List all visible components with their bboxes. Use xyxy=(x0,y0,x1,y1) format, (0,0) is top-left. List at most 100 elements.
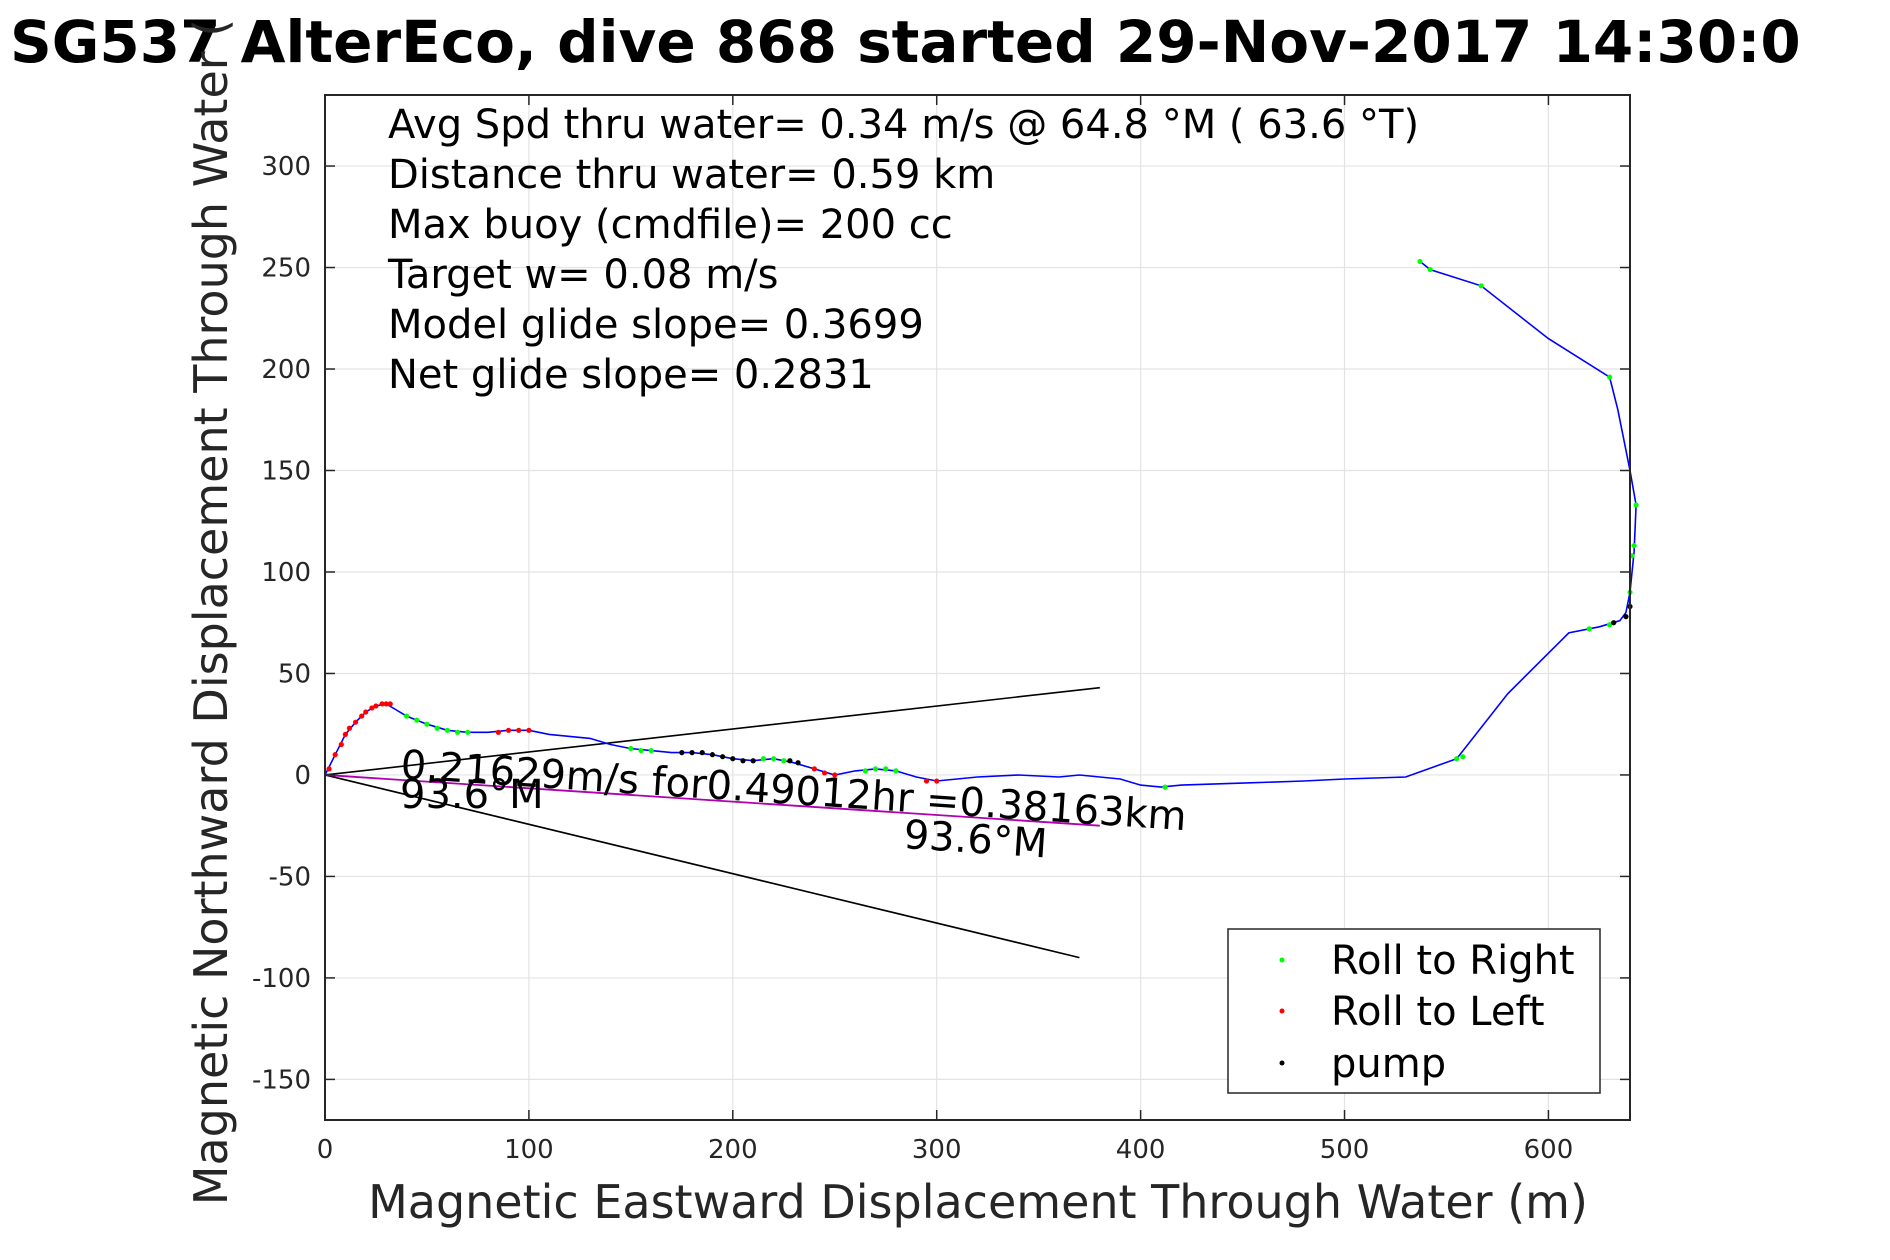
roll-left-point xyxy=(342,731,348,737)
y-tick-label: 100 xyxy=(261,558,311,588)
y-tick-label: 150 xyxy=(261,456,311,486)
roll-right-point xyxy=(403,713,410,719)
roll-left-point xyxy=(326,766,332,772)
roll-right-point xyxy=(638,747,644,754)
legend-box xyxy=(1227,928,1601,1094)
roll-right-point xyxy=(770,756,777,762)
y-tick-label: 250 xyxy=(261,254,311,284)
roll-left-point xyxy=(526,727,532,733)
pump-point xyxy=(699,750,705,756)
roll-left-point xyxy=(387,701,393,707)
x-tick-label: 400 xyxy=(1116,1135,1166,1165)
roll-right-point xyxy=(1427,266,1433,273)
roll-right-point xyxy=(1460,754,1466,760)
roll-right-point xyxy=(862,768,868,774)
y-tick-label: -50 xyxy=(269,862,311,892)
x-tick-label: 300 xyxy=(912,1135,962,1165)
y-tick-label: 0 xyxy=(294,761,311,791)
current-vector-line xyxy=(324,774,1100,827)
heading-label-near: 93.6°M xyxy=(400,772,544,818)
y-tick-label: 200 xyxy=(261,355,311,385)
pump-point xyxy=(740,758,746,764)
y-tick-label: -150 xyxy=(252,1065,311,1095)
x-tick-label: 0 xyxy=(317,1135,334,1165)
pump-point xyxy=(689,750,695,756)
legend-marker-roll-right xyxy=(1279,957,1285,963)
roll-right-point xyxy=(1454,756,1460,762)
roll-right-point xyxy=(872,766,879,772)
info-avg-speed: Avg Spd thru water= 0.34 m/s @ 64.8 °M (… xyxy=(388,102,1419,148)
legend-marker-roll-left xyxy=(1279,1008,1285,1014)
legend-label-pump: pump xyxy=(1331,1041,1446,1087)
pump-point xyxy=(795,760,801,766)
roll-left-point xyxy=(383,701,389,707)
current-bound-line xyxy=(324,774,1080,959)
roll-left-point xyxy=(346,725,353,731)
legend-marker-pump xyxy=(1279,1060,1285,1066)
roll-right-point xyxy=(1607,622,1613,628)
roll-right-point xyxy=(1631,542,1637,549)
roll-left-point xyxy=(821,770,828,776)
legend-label-roll-right: Roll to Right xyxy=(1331,938,1575,984)
axis-ticks: 0 100 200 300 400 500 600 -150 -100 -50 0 50 100 150 2… xyxy=(252,95,1630,1165)
info-net-glide: Net glide slope= 0.2831 xyxy=(388,352,874,398)
pump-point xyxy=(787,758,793,764)
roll-left-point xyxy=(338,741,344,748)
roll-right-point xyxy=(424,721,430,727)
reference-lines xyxy=(324,686,1100,959)
pump-point xyxy=(730,756,736,762)
x-axis-label: Magnetic Eastward Displacement Through W… xyxy=(368,1175,1588,1229)
heading-label-far: 93.6°M xyxy=(902,812,1048,867)
x-tick-label: 600 xyxy=(1524,1135,1574,1165)
roll-left-point xyxy=(516,727,522,733)
plot-frame xyxy=(324,94,1631,1121)
roll-left-point xyxy=(832,772,838,778)
roll-right-point xyxy=(444,727,450,733)
roll-left-point xyxy=(352,719,359,725)
current-bound-line xyxy=(324,686,1100,776)
legend-label-roll-left: Roll to Left xyxy=(1331,989,1545,1035)
roll-left-point xyxy=(505,727,512,733)
y-tick-label: 300 xyxy=(261,152,311,182)
roll-right-point xyxy=(465,729,471,735)
roll-left-point xyxy=(363,709,369,715)
x-tick-label: 100 xyxy=(504,1135,554,1165)
roll-left-point xyxy=(811,766,817,772)
pump-point xyxy=(709,752,716,758)
roll-right-point xyxy=(893,768,899,774)
roll-left-point xyxy=(373,703,379,709)
legend: Roll to Right Roll to Left pump xyxy=(1227,928,1601,1094)
roll-right-point xyxy=(1162,784,1168,790)
pump-point xyxy=(679,750,685,756)
roll-left-point xyxy=(934,778,940,784)
data-points xyxy=(326,258,1639,790)
roll-right-point xyxy=(760,756,766,762)
roll-left-point xyxy=(359,713,365,719)
info-model-glide: Model glide slope= 0.3699 xyxy=(388,302,924,348)
pump-point xyxy=(1611,620,1617,626)
roll-right-point xyxy=(434,725,440,731)
info-box: Avg Spd thru water= 0.34 m/s @ 64.8 °M (… xyxy=(387,102,1419,398)
roll-right-point xyxy=(628,745,634,752)
roll-right-point xyxy=(1478,283,1484,289)
y-tick-label: -100 xyxy=(252,964,311,994)
y-axis-label: Magnetic Northward Displacement Through … xyxy=(184,19,238,1205)
roll-right-point xyxy=(414,717,420,723)
roll-right-point xyxy=(781,758,787,764)
roll-left-point xyxy=(379,701,385,707)
roll-right-point xyxy=(1417,258,1423,265)
y-tick-label: 50 xyxy=(278,659,311,689)
roll-right-point xyxy=(1607,374,1613,380)
info-max-buoy: Max buoy (cmdfile)= 200 cc xyxy=(388,202,953,248)
roll-left-point xyxy=(332,752,338,758)
roll-right-point xyxy=(648,747,654,754)
roll-right-point xyxy=(454,729,461,735)
pump-point xyxy=(1623,614,1629,620)
roll-right-point xyxy=(883,766,889,772)
pump-point xyxy=(750,758,756,764)
info-target-w: Target w= 0.08 m/s xyxy=(387,252,778,298)
roll-left-point xyxy=(923,778,930,784)
roll-right-point xyxy=(1633,502,1639,508)
info-distance: Distance thru water= 0.59 km xyxy=(388,152,995,198)
